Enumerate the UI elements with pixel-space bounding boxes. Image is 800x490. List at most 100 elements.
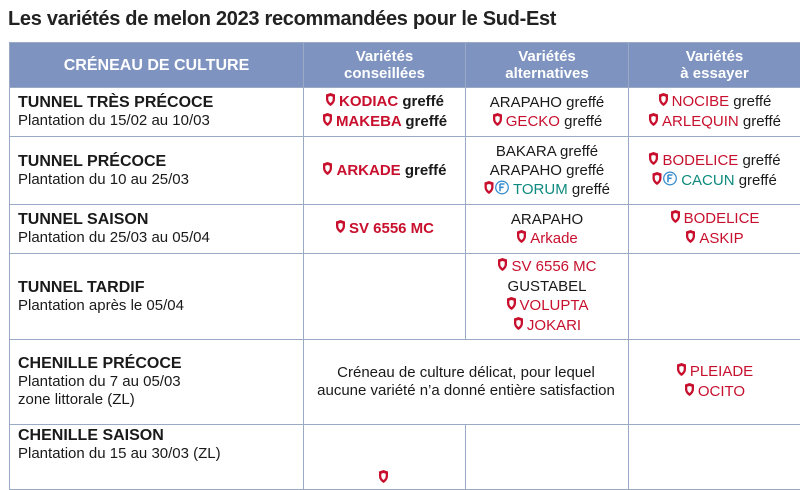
variety-name: MAKEBA [336, 113, 401, 130]
variety-name: SV 6556 MC [349, 220, 434, 237]
variety-suffix: greffé [398, 93, 444, 110]
variety-entry: BODELICE [631, 209, 798, 229]
variety-entry: CACUN greffé [631, 171, 798, 191]
shield-icon [513, 316, 524, 336]
header-trial-line: à essayer [633, 65, 796, 82]
variety-name: KODIAC [339, 93, 398, 110]
varieties-table: CRÉNEAU DE CULTURE Variétés conseillées … [9, 42, 800, 490]
note-cell: Créneau de culture délicat, pour lequel … [304, 340, 629, 425]
advised-cell: ARKADE greffé [304, 137, 466, 205]
header-advised-line: conseillées [308, 65, 461, 82]
shield-icon [658, 92, 669, 112]
variety-entry: SV 6556 MC [306, 219, 463, 239]
advised-cell [304, 425, 466, 490]
shield-icon [684, 382, 695, 402]
variety-entry: VOLUPTA [468, 296, 626, 316]
header-row: CRÉNEAU DE CULTURE Variétés conseillées … [10, 43, 800, 88]
variety-name: Arkade [530, 230, 578, 247]
variety-suffix: greffé [729, 93, 771, 110]
variety-entry: SV 6556 MC [468, 257, 626, 277]
header-alternative: Variétés alternatives [466, 43, 629, 88]
variety-name: ARAPAHO [511, 211, 583, 228]
variety-entry: ARAPAHO greffé [468, 161, 626, 180]
shield-f-badge-icon [652, 171, 678, 191]
slot-name: CHENILLE SAISON [18, 427, 303, 445]
variety-name: ARAPAHO [490, 162, 562, 179]
variety-entry: PLEIADE [631, 362, 798, 382]
header-trial-line: Variétés [633, 48, 796, 65]
variety-entry: ARAPAHO [468, 210, 626, 229]
shield-f-badge-icon [484, 180, 510, 200]
alternative-cell [466, 425, 629, 490]
variety-entry: Arkade [468, 229, 626, 249]
variety-name: CACUN [681, 172, 734, 189]
variety-name: BODELICE [662, 152, 738, 169]
variety-name: ARLEQUIN [662, 113, 739, 130]
variety-suffix: greffé [562, 162, 604, 179]
shield-icon [648, 151, 659, 171]
shield-icon [322, 161, 333, 181]
variety-name: NOCIBE [672, 93, 730, 110]
variety-suffix: greffé [556, 143, 598, 160]
variety-entry: GUSTABEL [468, 277, 626, 296]
variety-entry: BODELICE greffé [631, 151, 798, 171]
variety-name: JOKARI [527, 317, 581, 334]
variety-suffix: greffé [739, 113, 781, 130]
variety-name: ASKIP [699, 230, 743, 247]
shield-icon [648, 112, 659, 132]
header-slot: CRÉNEAU DE CULTURE [10, 43, 304, 88]
variety-entry: ASKIP [631, 229, 798, 249]
header-alternative-line: Variétés [470, 48, 624, 65]
variety-name: TORUM [513, 181, 568, 198]
variety-entry: OCITO [631, 382, 798, 402]
variety-entry: GECKO greffé [468, 112, 626, 132]
variety-name: VOLUPTA [520, 297, 589, 314]
trial-cell: BODELICE ASKIP [629, 205, 800, 254]
shield-icon [670, 209, 681, 229]
variety-suffix: greffé [568, 181, 610, 198]
header-advised: Variétés conseillées [304, 43, 466, 88]
variety-suffix: greffé [401, 162, 447, 179]
variety-entry: BAKARA greffé [468, 142, 626, 161]
variety-entry [306, 469, 463, 489]
shield-icon [325, 92, 336, 112]
variety-name: ARKADE [336, 162, 400, 179]
slot-period: zone littorale (ZL) [18, 391, 303, 409]
variety-name: BODELICE [684, 210, 760, 227]
shield-icon [506, 296, 517, 316]
variety-entry: TORUM greffé [468, 180, 626, 200]
slot-name: CHENILLE PRÉCOCE [18, 355, 303, 373]
header-alternative-line: alternatives [470, 65, 624, 82]
variety-entry: ARKADE greffé [306, 161, 463, 181]
shield-icon [676, 362, 687, 382]
variety-suffix: greffé [735, 172, 777, 189]
slot-period: Plantation du 25/03 au 05/04 [18, 229, 303, 247]
variety-name: BAKARA [496, 143, 556, 160]
variety-entry: ARAPAHO greffé [468, 93, 626, 112]
variety-name: PLEIADE [690, 363, 753, 380]
variety-suffix: greffé [738, 152, 780, 169]
trial-cell [629, 425, 800, 490]
slot-name: TUNNEL TARDIF [18, 279, 303, 297]
shield-icon [685, 229, 696, 249]
variety-name: SV 6556 MC [511, 258, 596, 275]
slot-period: Plantation du 15 au 30/03 (ZL) [18, 445, 303, 463]
